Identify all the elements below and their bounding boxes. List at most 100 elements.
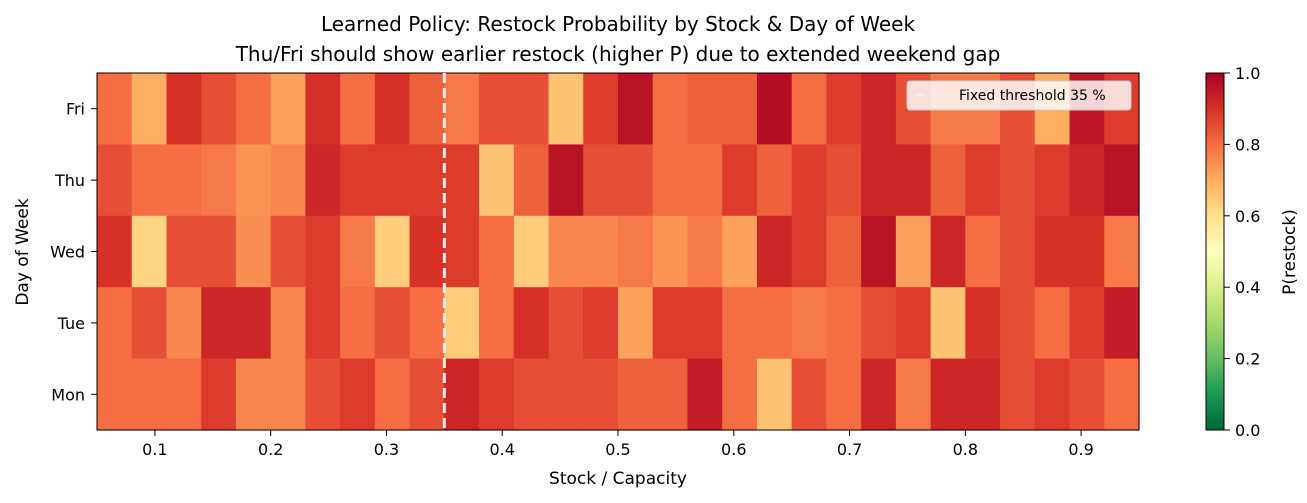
heatmap-cell	[201, 215, 237, 288]
heatmap-cell	[1000, 215, 1036, 288]
heatmap-cell	[340, 73, 376, 145]
heatmap-cell	[548, 358, 584, 431]
heatmap-cell	[722, 144, 758, 217]
heatmap-cell	[791, 73, 827, 145]
heatmap-cell	[583, 287, 619, 360]
x-axis: 0.1 0.2 0.3 0.4 0.5 0.6 0.7 0.8 0.9	[142, 430, 1094, 459]
heatmap-cell	[235, 144, 272, 217]
heatmap-cell	[235, 215, 272, 288]
heatmap-cell	[444, 144, 480, 217]
x-tick-label: 0.6	[721, 440, 746, 459]
heatmap-cell	[652, 144, 689, 217]
heatmap-cell	[97, 358, 133, 431]
heatmap-cell	[930, 215, 966, 288]
heatmap-cell	[861, 144, 897, 217]
heatmap-cell	[826, 215, 862, 288]
heatmap-cell	[756, 358, 793, 431]
heatmap-cell	[1000, 144, 1036, 217]
heatmap-cell	[1069, 215, 1105, 288]
colorbar	[1205, 72, 1225, 431]
heatmap-cell	[965, 215, 1001, 288]
heatmap-cell	[1104, 358, 1140, 431]
heatmap-cell	[826, 358, 862, 431]
heatmap-cell	[930, 144, 966, 217]
heatmap-cell	[270, 144, 306, 217]
heatmap-cell	[131, 215, 168, 288]
heatmap-cell	[618, 287, 654, 360]
heatmap-cell	[1034, 144, 1071, 217]
heatmap-cell	[270, 73, 306, 145]
heatmap-cell	[513, 287, 550, 360]
heatmap-cell	[409, 358, 445, 431]
heatmap-cell	[1069, 144, 1105, 217]
heatmap-cell	[131, 144, 168, 217]
heatmap-cell	[235, 358, 272, 431]
x-tick-label: 0.2	[258, 440, 283, 459]
heatmap-cell	[201, 287, 237, 360]
colorbar-ticks: 0.0 0.2 0.4 0.6 0.8 1.0	[1224, 64, 1260, 440]
heatmap-cell	[652, 287, 689, 360]
heatmap-cell	[791, 144, 827, 217]
heatmap-cell	[340, 358, 376, 431]
heatmap-cell	[97, 144, 133, 217]
heatmap-cell	[479, 215, 515, 288]
heatmap-cell	[965, 358, 1001, 431]
y-tick-label: Fri	[66, 100, 85, 119]
y-tick-label: Thu	[54, 171, 85, 190]
heatmap-cell	[930, 358, 966, 431]
heatmap-cell	[97, 287, 133, 360]
heatmap-cell	[340, 215, 376, 288]
heatmap-cell	[444, 358, 480, 431]
heatmap-cell	[756, 215, 793, 288]
heatmap-cell	[97, 73, 133, 145]
heatmap-cell	[1034, 358, 1071, 431]
heatmap-cell	[965, 144, 1001, 217]
heatmap-cell	[895, 287, 932, 360]
heatmap-cell	[201, 73, 237, 145]
heatmap-cell	[583, 144, 619, 217]
heatmap-cell	[409, 287, 445, 360]
heatmap-cell	[131, 358, 168, 431]
heatmap-cell	[131, 73, 168, 145]
heatmap-cell	[1000, 358, 1036, 431]
heatmap-cell	[826, 73, 862, 145]
heatmap-cell	[861, 73, 897, 145]
heatmap-cell	[166, 144, 202, 217]
heatmap-cell	[479, 358, 515, 431]
heatmap-cell	[479, 73, 515, 145]
heatmap-cell	[444, 73, 480, 145]
heatmap-cell	[270, 215, 306, 288]
heatmap-cell	[583, 73, 619, 145]
heatmap-cell	[374, 287, 411, 360]
heatmap-cell	[270, 287, 306, 360]
heatmap-cell	[479, 144, 515, 217]
colorbar-label: P(restock)	[1280, 209, 1300, 295]
heatmap-cell	[652, 73, 689, 145]
heatmap-cell	[1104, 287, 1140, 360]
y-axis: Fri Thu Wed Tue Mon	[50, 100, 97, 404]
heatmap-cell	[687, 358, 723, 431]
heatmap-cell	[618, 73, 654, 145]
colorbar-tick-label: 0.4	[1235, 278, 1260, 297]
heatmap-cell	[1034, 215, 1071, 288]
x-tick-label: 0.8	[953, 440, 978, 459]
heatmap-cell	[201, 144, 237, 217]
heatmap-cell	[895, 215, 932, 288]
colorbar-tick-label: 0.2	[1235, 350, 1260, 369]
heatmap-cell	[687, 73, 723, 145]
heatmap-cell	[166, 358, 202, 431]
heatmap-cell	[444, 287, 480, 360]
heatmap-cell	[548, 287, 584, 360]
legend-box	[906, 80, 1132, 111]
heatmap-cell	[131, 287, 168, 360]
x-tick-label: 0.5	[605, 440, 630, 459]
x-tick-label: 0.3	[374, 440, 399, 459]
heatmap-cell	[895, 144, 932, 217]
heatmap-cell	[722, 73, 758, 145]
chart-title: Learned Policy: Restock Probability by S…	[321, 12, 915, 36]
heatmap-cell	[930, 287, 966, 360]
heatmap-cell	[235, 73, 272, 145]
heatmap-cell	[826, 144, 862, 217]
x-tick-label: 0.7	[837, 440, 862, 459]
